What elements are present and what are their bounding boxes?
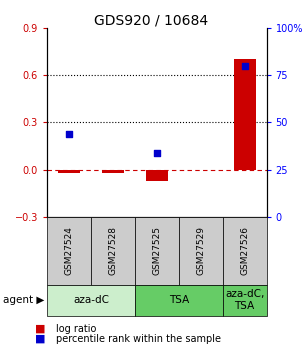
Text: aza-dC,
TSA: aza-dC, TSA <box>225 289 264 311</box>
Text: ■: ■ <box>35 324 45 334</box>
Point <box>242 63 247 68</box>
Text: agent ▶: agent ▶ <box>3 295 45 305</box>
Text: GSM27529: GSM27529 <box>196 226 205 276</box>
Text: percentile rank within the sample: percentile rank within the sample <box>56 334 221 344</box>
Text: TSA: TSA <box>169 295 189 305</box>
Text: log ratio: log ratio <box>56 324 96 334</box>
Text: GSM27525: GSM27525 <box>152 226 161 276</box>
Text: GSM27528: GSM27528 <box>108 226 117 276</box>
Text: GDS920 / 10684: GDS920 / 10684 <box>95 14 208 28</box>
Point <box>67 131 72 137</box>
Text: GSM27526: GSM27526 <box>240 226 249 276</box>
Text: GSM27524: GSM27524 <box>65 227 73 275</box>
Text: aza-dC: aza-dC <box>73 295 109 305</box>
Bar <box>146 170 168 181</box>
Bar <box>102 170 124 173</box>
Point <box>155 150 159 156</box>
Bar <box>58 170 80 173</box>
Text: ■: ■ <box>35 334 45 344</box>
Bar <box>234 59 256 170</box>
